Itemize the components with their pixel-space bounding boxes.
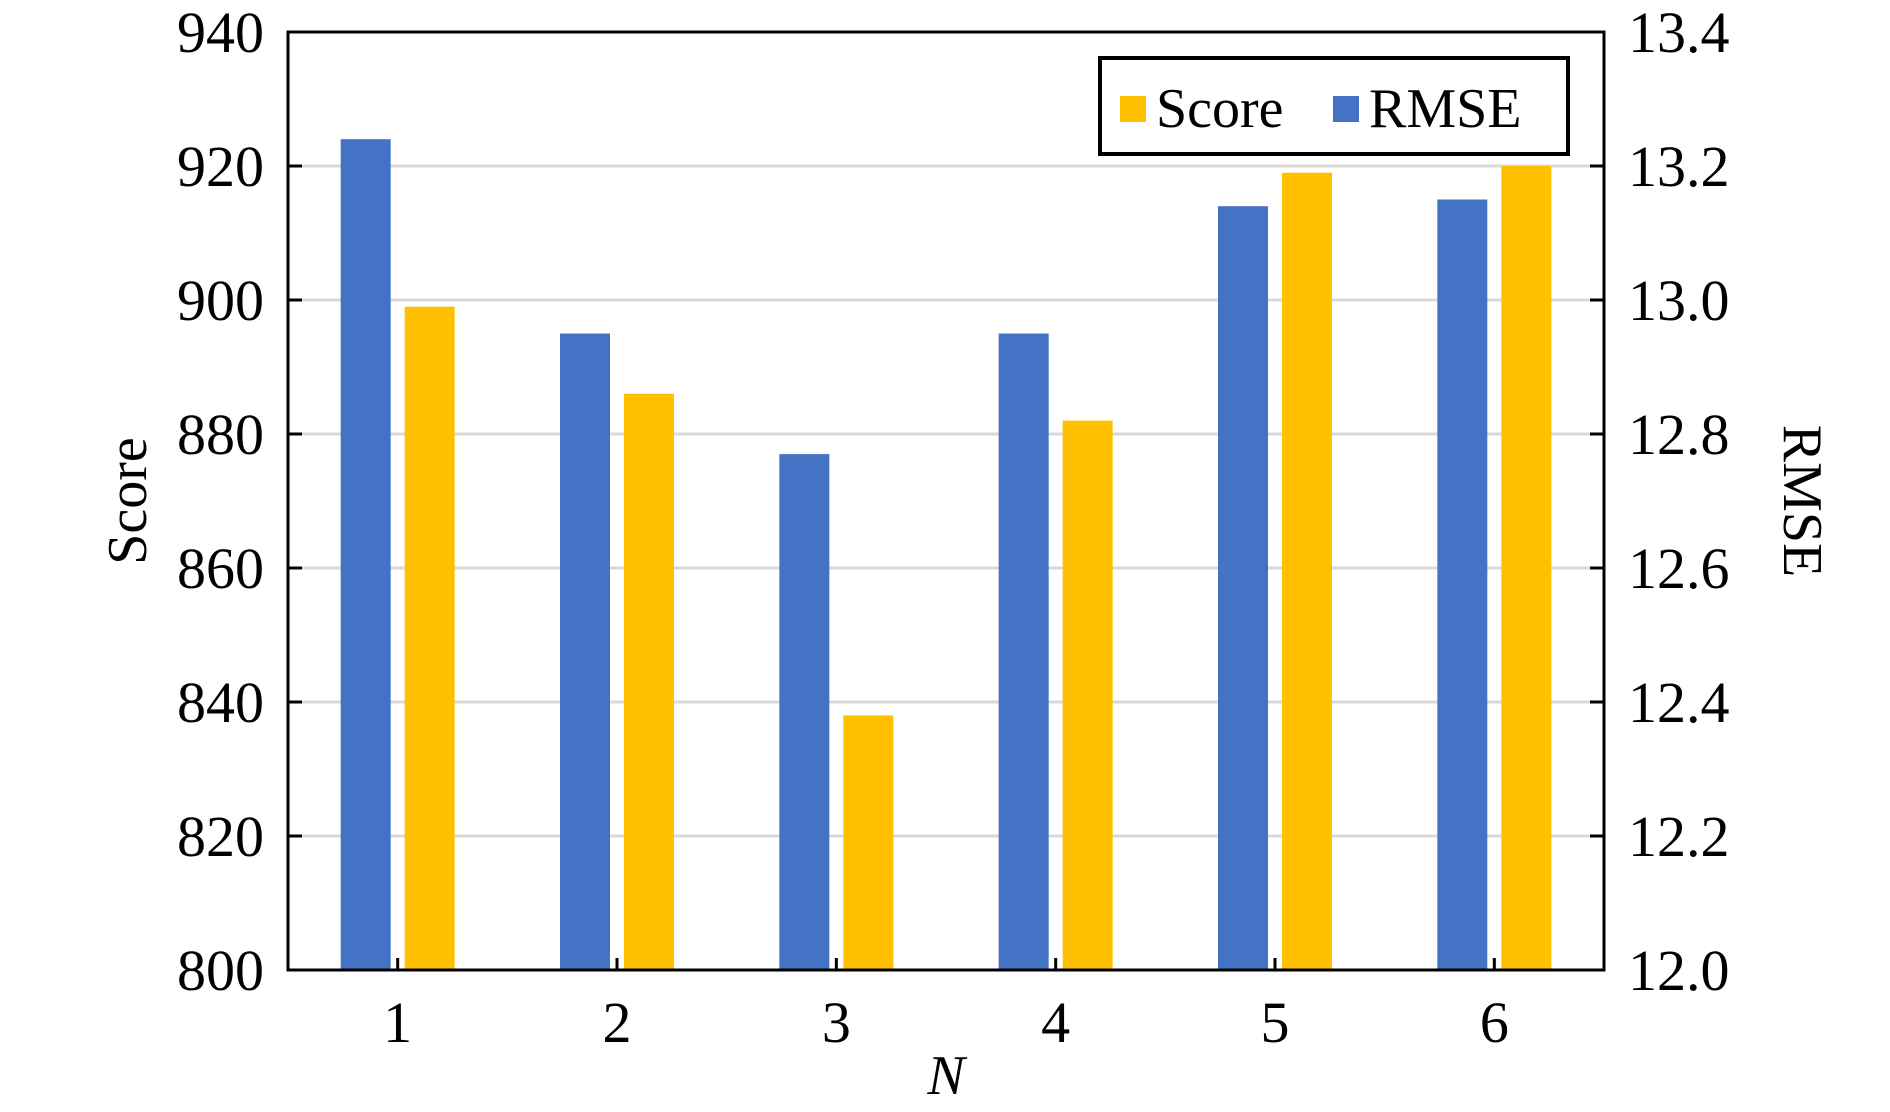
left-tick-label: 820: [177, 804, 264, 869]
left-tick-label: 860: [177, 536, 264, 601]
legend-label-score: Score: [1156, 78, 1284, 140]
right-tick-label: 13.2: [1628, 134, 1730, 199]
bar-rmse: [779, 454, 830, 971]
x-tick-label: 6: [1480, 990, 1509, 1055]
right-tick-label: 12.0: [1628, 938, 1730, 1003]
x-tick-label: 1: [383, 990, 412, 1055]
bar-score: [843, 715, 894, 970]
left-tick-label: 880: [177, 402, 264, 467]
left-axis: 800 820 840 860 880 900 920 940: [177, 0, 302, 1003]
left-tick-label: 920: [177, 134, 264, 199]
bar-rmse: [1437, 199, 1488, 970]
legend: Score RMSE: [1098, 56, 1570, 156]
legend-swatch-rmse: [1333, 96, 1359, 122]
right-tick-label: 12.4: [1628, 670, 1730, 735]
x-tick-label: 3: [822, 990, 851, 1055]
right-tick-label: 12.2: [1628, 804, 1730, 869]
gridlines: [288, 164, 1604, 838]
bar-score: [404, 306, 455, 970]
left-tick-label: 900: [177, 268, 264, 333]
bars: [340, 139, 1552, 971]
plot-frame: [286, 30, 1606, 972]
right-tick-label: 12.6: [1628, 536, 1730, 601]
x-axis: 1 2 3 4 5 6: [383, 958, 1509, 1055]
legend-swatch-score: [1120, 96, 1146, 122]
left-tick-label: 940: [177, 0, 264, 65]
x-tick-label: 2: [603, 990, 632, 1055]
bar-rmse: [1218, 206, 1268, 970]
right-tick-label: 13.4: [1628, 0, 1730, 65]
right-tick-label: 13.0: [1628, 268, 1730, 333]
x-tick-label: 5: [1261, 990, 1290, 1055]
bar-rmse: [340, 139, 391, 970]
y-axis-title-left: Score: [97, 437, 159, 565]
y-axis-title-right: RMSE: [1771, 425, 1833, 578]
bar-score: [1062, 420, 1113, 971]
x-tick-label: 4: [1041, 990, 1070, 1055]
right-tick-label: 12.8: [1628, 402, 1730, 467]
bar-score: [1282, 172, 1332, 970]
left-tick-label: 840: [177, 670, 264, 735]
legend-label-rmse: RMSE: [1369, 78, 1522, 140]
right-axis: 12.0 12.2 12.4 12.6 12.8 13.0 13.2 13.4: [1590, 0, 1730, 1003]
bar-score: [1501, 166, 1552, 970]
bar-score: [624, 393, 674, 970]
x-axis-title: N: [926, 1045, 967, 1107]
bar-rmse: [998, 333, 1049, 970]
left-tick-label: 800: [177, 938, 264, 1003]
bar-rmse: [560, 333, 610, 970]
